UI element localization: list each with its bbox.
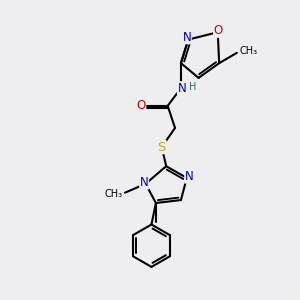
Text: CH₃: CH₃ <box>104 189 123 199</box>
Text: CH₃: CH₃ <box>239 46 257 56</box>
Text: O: O <box>214 24 223 37</box>
Text: N: N <box>182 31 191 44</box>
Text: N: N <box>185 170 194 183</box>
Text: N: N <box>177 82 186 95</box>
Text: O: O <box>136 99 146 112</box>
Text: H: H <box>189 82 197 92</box>
Text: N: N <box>140 176 148 189</box>
Text: S: S <box>158 141 166 154</box>
